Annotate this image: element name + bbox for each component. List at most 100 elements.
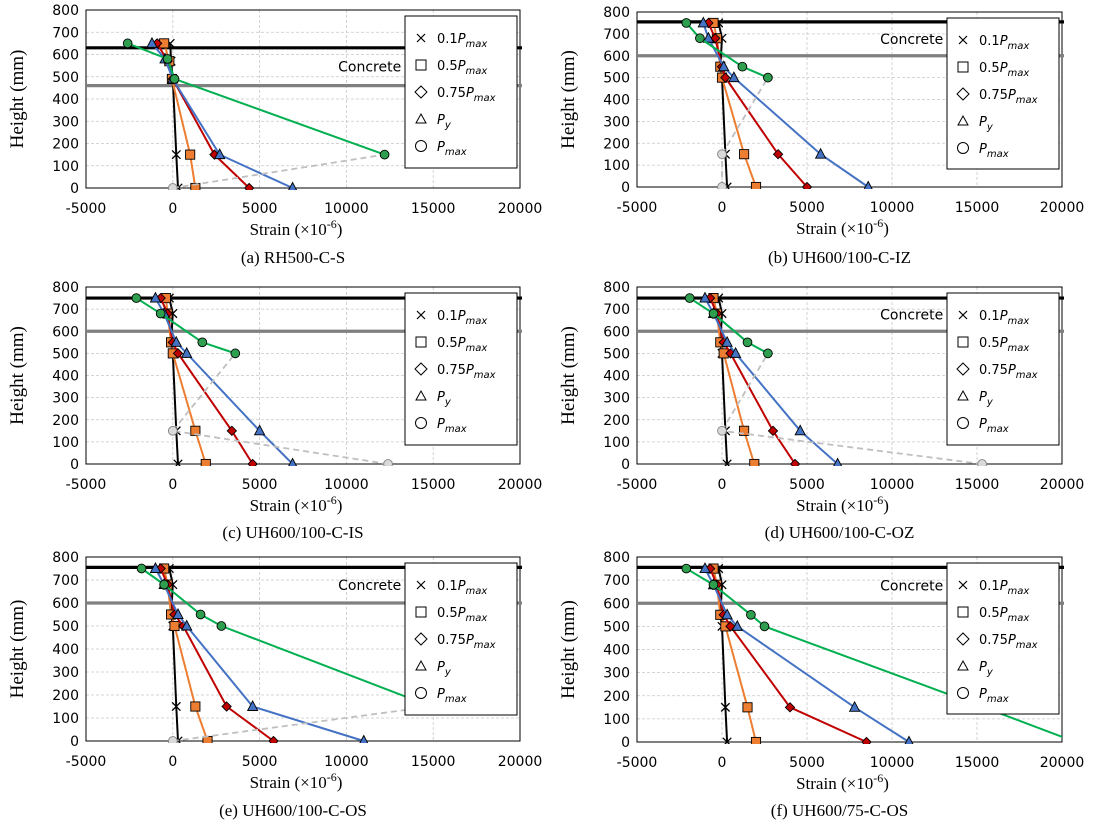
- plot-frame: [636, 286, 1063, 465]
- data-point-075pmax: [772, 148, 784, 160]
- legend-label: 0.5Pmax: [437, 59, 487, 77]
- data-point-pmax: [167, 183, 178, 190]
- x-tick-label: 0: [168, 754, 177, 770]
- x-axis-label: Strain (×10-6): [796, 771, 889, 793]
- x-tick-label: 20000: [498, 477, 543, 493]
- legend-label: 0.5Pmax: [979, 606, 1029, 624]
- data-point-py: [180, 619, 193, 631]
- legend-label: 0.1Pmax: [437, 579, 487, 597]
- legend-marker-triangle: [957, 659, 969, 671]
- legend: 0.1Pmax 0.5Pmax 0.75Pmax Py Pmax: [404, 562, 518, 716]
- x-axis-label: Strain (×10-6): [250, 493, 343, 515]
- x-tick-label: 15000: [411, 754, 456, 770]
- y-tick-label: 700: [603, 573, 630, 589]
- y-tick-label: 200: [52, 688, 79, 704]
- series-line-pmax: [174, 78, 385, 156]
- data-point-075pmax: [247, 458, 258, 466]
- legend-marker-square: [415, 606, 427, 618]
- data-point-py: [170, 335, 183, 347]
- y-tick-label: 400: [52, 369, 79, 385]
- x-tick-label: 20000: [1040, 200, 1085, 216]
- y-tick-label: 100: [52, 711, 79, 727]
- x-axis-label: Strain (×10-6): [250, 770, 343, 792]
- data-point-075pmax: [801, 181, 813, 189]
- y-tick-label: 300: [52, 665, 79, 681]
- legend-label: Py: [437, 390, 452, 408]
- legend-marker-circle: [957, 417, 969, 429]
- series-line-pmax: [201, 341, 236, 355]
- x-tick-label: 0: [168, 477, 177, 493]
- y-tick-label: 0: [621, 180, 630, 196]
- legend-label: 0.1Pmax: [437, 309, 487, 327]
- legend-label: Pmax: [437, 140, 467, 158]
- y-tick-label: 800: [603, 550, 630, 566]
- chart-panel-6: 0 100 200 300 400 500 600 700 800 -5000 0 5000 10000…: [558, 550, 1084, 820]
- data-point-pmax: [695, 33, 705, 44]
- data-point-pmax: [684, 293, 695, 303]
- x-tick-label: 5000: [789, 477, 825, 493]
- y-tick-label: 300: [52, 114, 79, 130]
- chart-panel-1: 0 100 200 300 400 500 600 700 800 -5000 0 5000 10000…: [7, 3, 542, 267]
- plot-frame: [636, 11, 1063, 188]
- data-point-pmax: [167, 425, 178, 436]
- data-point-pmax: [383, 459, 393, 466]
- data-point-075pmax: [172, 348, 184, 359]
- legend: 0.1Pmax 0.5Pmax 0.75Pmax Py Pmax: [946, 562, 1060, 715]
- legend-marker-triangle: [415, 389, 427, 401]
- data-point-01pmax: [722, 459, 732, 466]
- y-tick-label: 0: [621, 457, 630, 473]
- y-tick-label: 200: [52, 137, 79, 153]
- data-point-py: [253, 424, 266, 436]
- panel-caption: (c) UH600/100-C-IS: [222, 523, 363, 542]
- legend-label: 0.75Pmax: [979, 88, 1038, 106]
- y-tick-label: 400: [52, 92, 79, 108]
- y-tick-label: 0: [70, 181, 79, 197]
- data-point-05pmax: [749, 458, 760, 466]
- y-tick-label: 700: [52, 573, 79, 589]
- x-tick-label: 10000: [324, 477, 369, 493]
- legend-label: 0.75Pmax: [437, 633, 496, 651]
- series-line-pmax: [163, 583, 202, 616]
- x-tick-label: -5000: [617, 477, 658, 493]
- y-tick-label: 500: [52, 619, 79, 635]
- x-tick-label: 10000: [324, 754, 369, 770]
- x-tick-label: -5000: [66, 201, 107, 217]
- chart-panel-3: 0 100 200 300 400 500 600 700 800 -5000 0 5000 10000…: [7, 280, 542, 542]
- chart-panel-2: 0 100 200 300 400 500 600 700 800 -5000 0 5000 10000…: [558, 5, 1084, 267]
- legend: 0.1Pmax 0.5Pmax 0.75Pmax Py Pmax: [946, 17, 1060, 170]
- data-point-pmax: [195, 609, 206, 620]
- data-point-pmax: [162, 54, 173, 64]
- data-point-075pmax: [268, 735, 279, 743]
- legend-label: Pmax: [437, 687, 467, 705]
- x-tick-label: -5000: [617, 200, 658, 216]
- series-line-pmax: [172, 153, 385, 189]
- data-point-pmax: [717, 149, 727, 160]
- y-tick-label: 400: [603, 369, 630, 385]
- data-point-pmax: [737, 61, 748, 72]
- y-tick-label: 400: [52, 642, 79, 658]
- data-point-py: [288, 181, 298, 190]
- x-axis-label: Strain (×10-6): [796, 493, 889, 515]
- data-point-05pmax: [739, 425, 750, 436]
- legend-label: 0.1Pmax: [979, 309, 1029, 327]
- data-point-075pmax: [226, 425, 238, 437]
- data-point-01pmax: [171, 701, 181, 712]
- legend-marker-x: [416, 580, 426, 590]
- series-line-pmax: [721, 429, 983, 465]
- data-point-pmax: [1071, 738, 1080, 747]
- plot-frame: [636, 556, 1063, 743]
- legend: 0.1Pmax 0.5Pmax 0.75Pmax Py Pmax: [404, 292, 518, 446]
- y-tick-label: 300: [603, 666, 630, 682]
- data-point-05pmax: [742, 702, 753, 713]
- legend-marker-triangle: [957, 389, 969, 401]
- data-point-py: [794, 424, 806, 436]
- y-tick-label: 600: [52, 324, 79, 340]
- legend-marker-circle: [415, 140, 427, 152]
- legend-marker-triangle: [415, 112, 427, 124]
- y-tick-label: 700: [603, 27, 630, 43]
- data-point-py: [149, 291, 162, 303]
- y-tick-label: 600: [603, 596, 630, 612]
- data-point-pmax: [681, 18, 692, 28]
- data-point-py: [246, 700, 259, 711]
